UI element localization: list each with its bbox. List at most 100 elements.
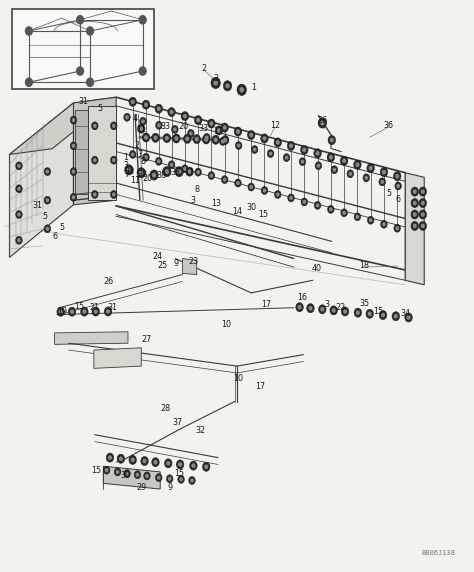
Circle shape [319, 305, 326, 314]
Circle shape [413, 213, 416, 216]
Circle shape [81, 307, 88, 316]
Text: 38: 38 [156, 171, 166, 180]
Text: 15: 15 [373, 307, 383, 316]
Text: 15: 15 [91, 466, 101, 475]
Circle shape [370, 219, 372, 221]
Text: 38: 38 [124, 167, 134, 176]
Circle shape [218, 129, 220, 132]
Circle shape [301, 145, 308, 154]
Circle shape [194, 116, 202, 125]
Circle shape [186, 137, 189, 141]
Circle shape [419, 210, 427, 219]
Circle shape [166, 475, 173, 483]
Circle shape [124, 113, 130, 121]
Circle shape [26, 78, 32, 86]
Text: 10: 10 [233, 374, 243, 383]
Circle shape [94, 125, 96, 127]
Circle shape [178, 170, 181, 173]
Circle shape [92, 307, 100, 316]
Circle shape [356, 216, 358, 218]
Circle shape [314, 149, 321, 158]
Text: 5: 5 [97, 104, 102, 113]
Circle shape [221, 140, 224, 143]
Circle shape [104, 307, 112, 316]
Circle shape [215, 126, 223, 135]
Circle shape [419, 221, 427, 231]
Circle shape [269, 152, 272, 155]
Circle shape [131, 458, 134, 462]
Circle shape [73, 119, 74, 121]
Circle shape [83, 310, 86, 313]
Polygon shape [182, 259, 197, 275]
Circle shape [145, 156, 147, 158]
Circle shape [71, 310, 73, 313]
Circle shape [349, 172, 352, 175]
Text: 28: 28 [160, 404, 170, 414]
Circle shape [165, 170, 168, 173]
Text: 31: 31 [78, 97, 88, 106]
Circle shape [413, 190, 416, 193]
Circle shape [421, 224, 424, 228]
Text: 34: 34 [400, 309, 410, 318]
Circle shape [224, 138, 227, 142]
Circle shape [354, 308, 362, 317]
Text: 17: 17 [255, 382, 265, 391]
Circle shape [367, 216, 374, 224]
Text: 7: 7 [125, 170, 129, 179]
Circle shape [290, 197, 292, 199]
Circle shape [109, 456, 111, 459]
Circle shape [210, 174, 212, 177]
Circle shape [143, 153, 149, 161]
Circle shape [208, 172, 215, 180]
Circle shape [263, 137, 266, 140]
Circle shape [125, 165, 133, 175]
Circle shape [221, 136, 229, 145]
Circle shape [301, 160, 304, 163]
Circle shape [214, 138, 217, 141]
Circle shape [87, 27, 93, 35]
Circle shape [155, 104, 163, 113]
Circle shape [379, 178, 385, 186]
Circle shape [129, 97, 137, 106]
Circle shape [285, 156, 288, 159]
Circle shape [154, 460, 157, 464]
Circle shape [180, 478, 182, 480]
Circle shape [110, 190, 117, 198]
Circle shape [87, 78, 93, 86]
Circle shape [57, 307, 64, 316]
Circle shape [46, 228, 48, 230]
Circle shape [110, 156, 117, 164]
Circle shape [354, 213, 361, 221]
Circle shape [344, 310, 346, 313]
Circle shape [192, 464, 195, 467]
Circle shape [413, 201, 416, 205]
Circle shape [145, 136, 147, 139]
Circle shape [307, 304, 314, 313]
Circle shape [44, 196, 51, 204]
Circle shape [155, 121, 162, 129]
Text: 37: 37 [173, 418, 183, 427]
Circle shape [393, 172, 401, 181]
Circle shape [235, 179, 241, 187]
Circle shape [247, 130, 255, 140]
Circle shape [341, 307, 349, 316]
Circle shape [236, 141, 242, 149]
Circle shape [397, 185, 399, 187]
Text: 3: 3 [123, 161, 128, 170]
Circle shape [354, 160, 361, 169]
Circle shape [158, 124, 160, 127]
Circle shape [208, 119, 215, 128]
Circle shape [327, 153, 335, 162]
Circle shape [44, 225, 51, 233]
Circle shape [379, 311, 387, 320]
Circle shape [142, 133, 150, 142]
Circle shape [366, 309, 374, 319]
Circle shape [421, 201, 424, 205]
Circle shape [250, 186, 252, 188]
Circle shape [128, 168, 130, 172]
Circle shape [173, 134, 180, 143]
Circle shape [170, 110, 173, 114]
Polygon shape [55, 332, 128, 344]
Polygon shape [9, 97, 116, 154]
Text: 17: 17 [261, 300, 272, 309]
